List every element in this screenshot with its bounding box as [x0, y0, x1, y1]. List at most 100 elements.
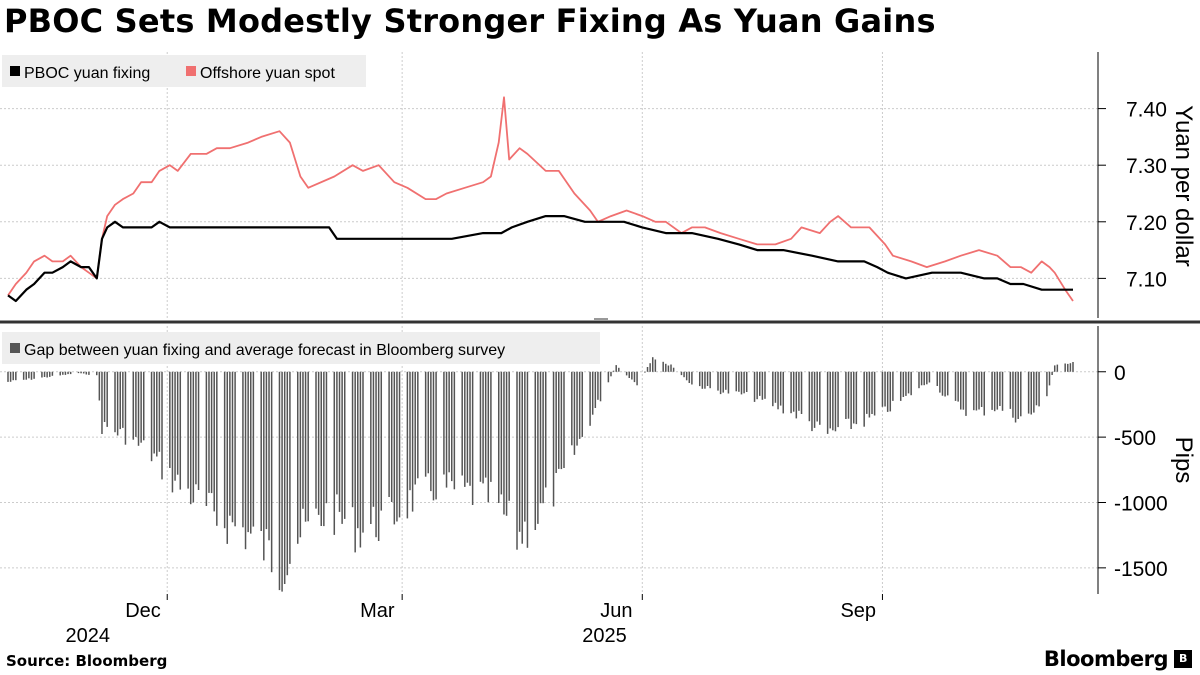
gap-bar: [114, 371, 116, 433]
gap-bar: [307, 371, 309, 522]
gap-bar: [1038, 371, 1040, 407]
gap-bar: [388, 371, 390, 497]
gap-bar: [980, 371, 983, 407]
gap-bar: [594, 371, 597, 408]
bottom-legend-bg: [2, 332, 600, 364]
gap-bar: [1064, 363, 1066, 372]
gap-bar: [542, 371, 544, 504]
gap-bar: [745, 371, 748, 392]
gap-bar: [1001, 371, 1004, 411]
gap-bar: [357, 371, 359, 529]
gap-bar: [302, 371, 304, 509]
gap-bar: [743, 371, 745, 394]
gap-bar: [625, 371, 628, 376]
legend-swatch-pboc-fixing: [10, 66, 20, 76]
gap-bar: [795, 371, 798, 419]
gap-bar: [845, 371, 847, 419]
bottom-y-axis-label: Pips: [1170, 437, 1197, 484]
gap-bar: [195, 371, 197, 485]
gap-bar: [226, 371, 229, 544]
gap-bar: [552, 371, 555, 507]
gap-bar: [1067, 363, 1069, 372]
gap-bar: [252, 371, 255, 527]
gap-bar: [672, 367, 675, 372]
gap-bar: [62, 371, 64, 375]
gap-bar: [497, 371, 500, 503]
gap-bar: [88, 371, 90, 375]
gap-bar: [106, 371, 108, 427]
gap-bar: [411, 371, 414, 512]
gap-bar: [612, 370, 615, 372]
gap-bar: [289, 371, 291, 564]
x-tick-label: Dec: [125, 600, 161, 622]
gap-bar: [944, 371, 946, 397]
top-ytick-label: 7.10: [1126, 268, 1167, 291]
gap-bar: [445, 371, 448, 488]
gap-bar: [98, 371, 101, 401]
gap-bar: [939, 371, 941, 393]
gap-bar: [320, 371, 322, 526]
gap-bar: [103, 371, 106, 422]
bottom-ytick-label: -1000: [1114, 492, 1168, 515]
gap-bar: [150, 371, 153, 462]
gap-bar: [406, 371, 409, 519]
gap-bar: [223, 371, 226, 529]
gap-bar: [304, 371, 307, 522]
gap-bar: [829, 371, 831, 429]
top-ytick-label: 7.40: [1126, 99, 1167, 122]
gap-bar: [923, 371, 925, 386]
gap-bar: [654, 359, 657, 372]
gap-bar: [508, 371, 510, 501]
gap-bar: [873, 371, 876, 416]
gap-bar: [920, 371, 923, 386]
gap-bar: [80, 371, 82, 374]
gap-bar: [432, 371, 435, 501]
legend-swatch-offshore-spot: [186, 66, 196, 76]
gap-bar: [571, 371, 573, 446]
gap-bar: [941, 371, 944, 396]
gap-bar: [759, 371, 761, 396]
gap-bar: [555, 371, 557, 473]
gap-bar: [704, 371, 706, 389]
gap-bar: [466, 371, 469, 483]
gap-bar: [67, 371, 69, 375]
gap-bar: [902, 371, 905, 397]
gap-bar: [377, 371, 380, 541]
gap-bar: [850, 371, 852, 429]
top-y-axis-label: Yuan per dollar: [1170, 105, 1197, 266]
gap-bar: [482, 371, 484, 484]
gap-bar: [505, 371, 508, 516]
gap-bar: [85, 371, 88, 375]
gap-bar: [424, 371, 427, 477]
gap-bar: [448, 371, 450, 473]
x-tick-label: Jun: [600, 600, 632, 622]
gap-bar: [64, 371, 67, 375]
gap-bar: [244, 371, 247, 550]
gap-bar: [777, 371, 779, 410]
gap-bar: [892, 371, 894, 401]
gap-bar: [960, 371, 962, 410]
gap-bar: [427, 371, 430, 474]
gap-bar: [500, 371, 503, 495]
gap-bar: [469, 371, 471, 486]
gap-bar: [886, 371, 889, 412]
gap-bar: [740, 371, 743, 395]
gap-bar: [670, 364, 672, 372]
gap-bar: [725, 371, 727, 390]
gap-bar: [484, 371, 487, 478]
gap-bar: [631, 371, 633, 380]
gap-bar: [338, 371, 341, 512]
top-panel: 7.10 7.20 7.30 7.40 Yuan per dollar PBOC yuan…: [0, 52, 1200, 324]
x-axis: Dec Mar Jun Sep 2024 2025: [65, 594, 883, 645]
chart-title: PBOC Sets Modestly Stronger Fixing As Yu…: [4, 2, 936, 40]
gap-bar: [628, 371, 630, 378]
gap-bar: [417, 371, 419, 479]
gap-bar: [140, 371, 142, 443]
gap-bar: [116, 371, 119, 436]
series-line-offshore-spot: [7, 96, 1074, 302]
bottom-ytick-label: 0: [1114, 362, 1126, 385]
gap-bar: [174, 371, 176, 481]
gap-bar: [231, 371, 234, 523]
bottom-panel: 0 -500 -1000 -1500 Pips Gap between yuan fixi…: [0, 326, 1197, 594]
gap-bar: [965, 371, 967, 416]
